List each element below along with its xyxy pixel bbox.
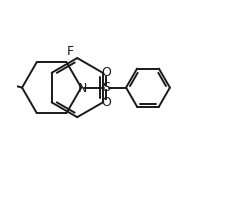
Text: S: S — [102, 81, 110, 94]
Text: O: O — [101, 66, 111, 79]
Text: N: N — [77, 82, 87, 95]
Text: O: O — [101, 96, 111, 110]
Text: F: F — [67, 45, 74, 58]
